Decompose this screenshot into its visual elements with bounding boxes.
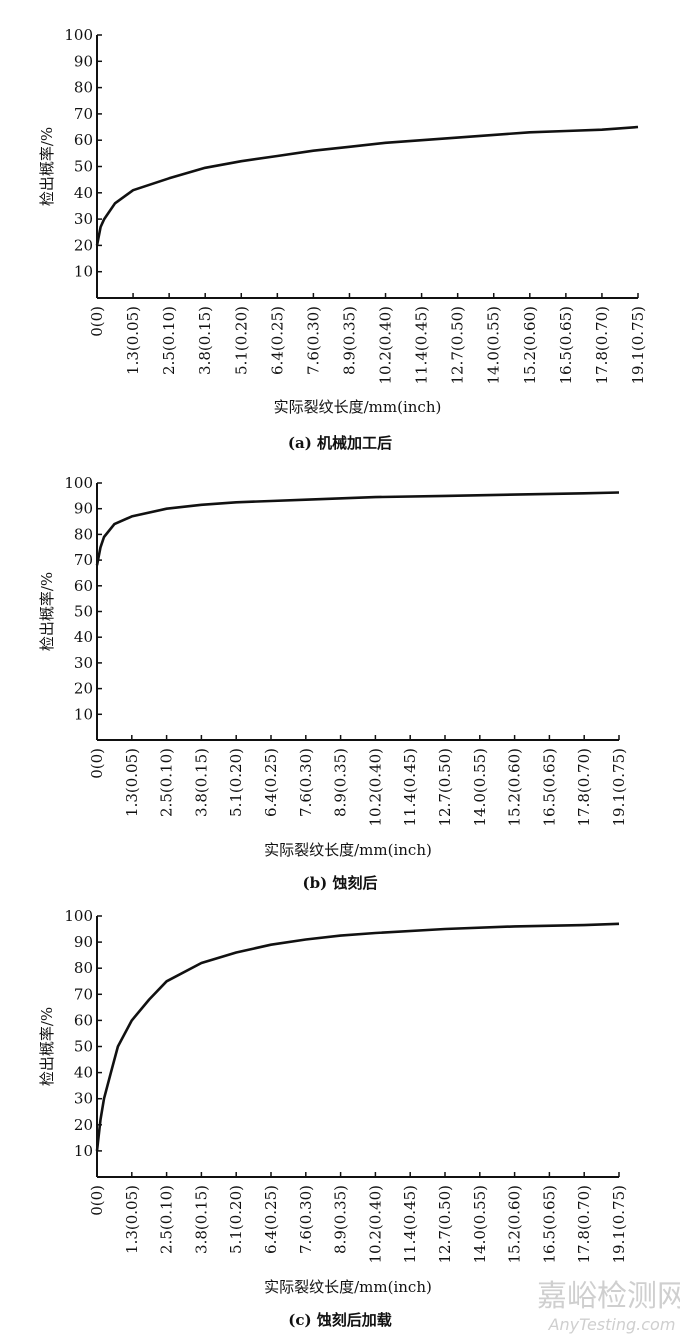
- x-tick-label: 7.6(0.30): [297, 1185, 315, 1254]
- y-tick-label: 80: [74, 79, 93, 97]
- watermark-url: AnyTesting.com: [548, 1315, 676, 1334]
- x-tick-label: 19.1(0.75): [610, 748, 628, 827]
- x-tick-label: 8.9(0.35): [332, 1185, 350, 1254]
- x-tick-label: 11.4(0.45): [413, 306, 431, 385]
- x-tick-label: 8.9(0.35): [332, 748, 350, 817]
- y-tick-label: 30: [74, 654, 93, 672]
- x-tick-label: 6.4(0.25): [262, 748, 280, 817]
- y-axis-label: 检出概率/%: [38, 572, 56, 651]
- y-tick-label: 30: [74, 1090, 93, 1108]
- chart-b: 10 20 30 40 50 60 70 80 90 100 0(0) 1.3(0.05) 2.5(0.…: [38, 474, 628, 892]
- x-tick-label: 0(0): [88, 306, 106, 337]
- y-tick-label: 100: [64, 907, 93, 925]
- x-tick-label: 3.8(0.15): [192, 748, 210, 817]
- x-tick-label: 1.3(0.05): [123, 748, 141, 817]
- x-tick-label: 15.2(0.60): [506, 1185, 524, 1264]
- pod-curve: [95, 125, 639, 246]
- y-tick-label: 100: [64, 474, 93, 492]
- y-tick-label: 90: [74, 52, 93, 70]
- x-tick-label: 17.8(0.70): [575, 748, 593, 827]
- y-tick-label: 90: [74, 500, 93, 518]
- watermark-text: 嘉峪检测网: [537, 1279, 680, 1314]
- x-tick-label: 14.0(0.55): [471, 1185, 489, 1264]
- x-tick-label: 15.2(0.60): [506, 748, 524, 827]
- x-tick-label: 12.7(0.50): [436, 1185, 454, 1264]
- caption: (a) 机械加工后: [288, 434, 392, 452]
- x-tick-label: 7.6(0.30): [297, 748, 315, 817]
- y-tick-label: 90: [74, 933, 93, 951]
- y-tick-label: 80: [74, 959, 93, 977]
- y-tick-label: 10: [74, 705, 93, 723]
- x-tick-label: 1.3(0.05): [124, 306, 142, 375]
- x-tick-label: 5.1(0.20): [227, 748, 245, 817]
- x-tick-label: 15.2(0.60): [521, 306, 539, 385]
- y-tick-label: 40: [74, 1064, 93, 1082]
- x-tick-label: 0(0): [88, 1185, 106, 1216]
- x-tick-label: 14.0(0.55): [485, 306, 503, 385]
- x-axis-label: 实际裂纹长度/mm(inch): [274, 398, 442, 416]
- x-tick-label: 17.8(0.70): [575, 1185, 593, 1264]
- y-tick-label: 20: [74, 680, 93, 698]
- caption: (b) 蚀刻后: [303, 874, 378, 892]
- y-tick-label: 70: [74, 985, 93, 1003]
- x-tick-label: 7.6(0.30): [304, 306, 322, 375]
- x-tick-label: 16.5(0.65): [540, 748, 558, 827]
- pod-curve: [95, 922, 620, 1152]
- x-tick-label: 2.5(0.10): [160, 306, 178, 375]
- y-tick-label: 70: [74, 105, 93, 123]
- y-tick-label: 10: [74, 1142, 93, 1160]
- x-tick-label: 3.8(0.15): [192, 1185, 210, 1254]
- x-tick-label: 5.1(0.20): [232, 306, 250, 375]
- x-tick-label: 12.7(0.50): [449, 306, 467, 385]
- y-tick-label: 50: [74, 1038, 93, 1056]
- x-tick-label: 12.7(0.50): [436, 748, 454, 827]
- x-tick-label: 6.4(0.25): [262, 1185, 280, 1254]
- y-tick-label: 60: [74, 577, 93, 595]
- pod-curve: [95, 491, 620, 566]
- y-tick-label: 40: [74, 628, 93, 646]
- caption: (c) 蚀刻后加载: [288, 1311, 392, 1329]
- x-tick-label: 16.5(0.65): [540, 1185, 558, 1264]
- x-tick-label: 17.8(0.70): [593, 306, 611, 385]
- y-tick-label: 10: [74, 263, 93, 281]
- x-tick-label: 2.5(0.10): [158, 1185, 176, 1254]
- x-tick-label: 14.0(0.55): [471, 748, 489, 827]
- y-tick-label: 60: [74, 1011, 93, 1029]
- y-tick-label: 50: [74, 603, 93, 621]
- y-tick-label: 20: [74, 236, 93, 254]
- y-axis-label: 检出概率/%: [38, 127, 56, 206]
- y-tick-label: 60: [74, 131, 93, 149]
- y-tick-label: 100: [64, 26, 93, 44]
- x-tick-label: 11.4(0.45): [401, 748, 419, 827]
- x-tick-label: 19.1(0.75): [610, 1185, 628, 1264]
- x-axis-label: 实际裂纹长度/mm(inch): [264, 841, 432, 859]
- x-tick-label: 10.2(0.40): [377, 306, 395, 385]
- x-tick-label: 19.1(0.75): [629, 306, 647, 385]
- y-tick-label: 70: [74, 551, 93, 569]
- chart-a: 10 20 30 40 50 60 70 80 90 100 0(0) 1.3(0.05) 2.5(0.…: [38, 26, 647, 452]
- x-tick-label: 5.1(0.20): [227, 1185, 245, 1254]
- y-tick-label: 50: [74, 158, 93, 176]
- y-tick-label: 30: [74, 210, 93, 228]
- x-tick-label: 1.3(0.05): [123, 1185, 141, 1254]
- x-tick-label: 10.2(0.40): [366, 1185, 384, 1264]
- x-axis-label: 实际裂纹长度/mm(inch): [264, 1278, 432, 1296]
- x-tick-label: 6.4(0.25): [268, 306, 286, 375]
- x-tick-label: 8.9(0.35): [340, 306, 358, 375]
- y-tick-label: 40: [74, 184, 93, 202]
- x-tick-label: 11.4(0.45): [401, 1185, 419, 1264]
- y-axis-label: 检出概率/%: [38, 1007, 56, 1086]
- x-tick-label: 0(0): [88, 748, 106, 779]
- chart-c: 10 20 30 40 50 60 70 80 90 100 0(0) 1.3(0.05) 2.5(0.…: [38, 907, 628, 1329]
- y-tick-label: 80: [74, 525, 93, 543]
- x-tick-label: 10.2(0.40): [366, 748, 384, 827]
- y-tick-label: 20: [74, 1116, 93, 1134]
- x-tick-label: 2.5(0.10): [158, 748, 176, 817]
- x-tick-label: 16.5(0.65): [557, 306, 575, 385]
- x-tick-label: 3.8(0.15): [196, 306, 214, 375]
